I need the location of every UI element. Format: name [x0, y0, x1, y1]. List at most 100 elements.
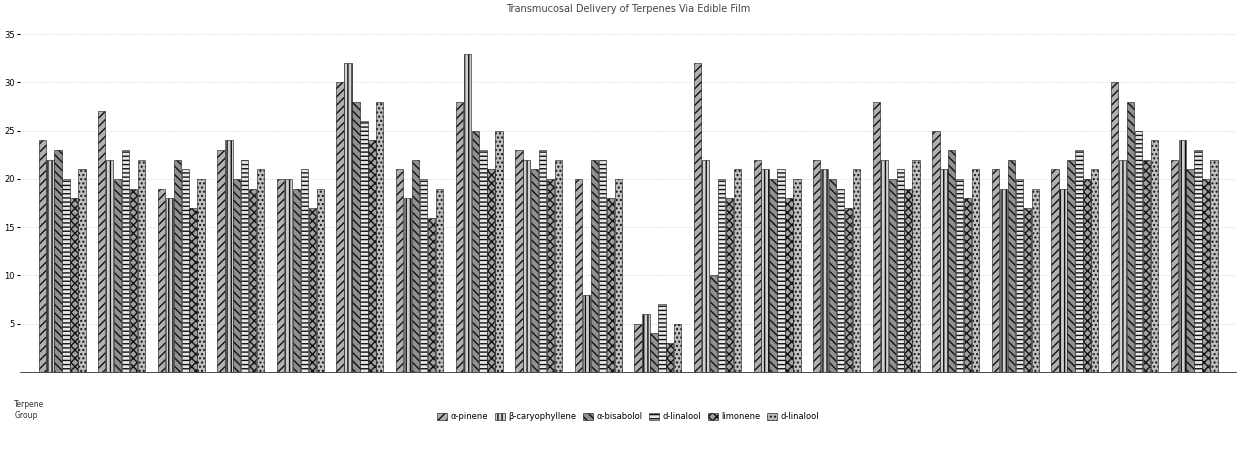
Bar — [658, 304, 666, 372]
Bar — [1194, 150, 1202, 372]
Bar — [531, 169, 538, 372]
Bar — [1068, 160, 1075, 372]
Bar — [913, 160, 920, 372]
Bar — [642, 314, 650, 372]
Bar — [725, 198, 733, 372]
Bar — [122, 150, 129, 372]
Bar — [1118, 160, 1126, 372]
Bar — [1127, 102, 1135, 372]
Bar — [761, 169, 769, 372]
Title: Transmucosal Delivery of Terpenes Via Edible Film: Transmucosal Delivery of Terpenes Via Ed… — [506, 4, 750, 14]
Bar — [166, 198, 172, 372]
Bar — [583, 295, 590, 372]
Bar — [1016, 179, 1023, 372]
Bar — [956, 179, 963, 372]
Bar — [650, 333, 657, 372]
Bar — [666, 343, 673, 372]
Bar — [539, 150, 547, 372]
Bar — [114, 179, 122, 372]
Bar — [316, 189, 324, 372]
Bar — [1178, 140, 1185, 372]
Bar — [487, 169, 495, 372]
Bar — [285, 179, 293, 372]
Bar — [556, 160, 562, 372]
Bar — [606, 198, 614, 372]
Bar — [821, 169, 828, 372]
Bar — [1187, 169, 1194, 372]
Bar — [1210, 160, 1218, 372]
Bar — [675, 324, 682, 372]
Bar — [257, 169, 264, 372]
Bar — [71, 198, 78, 372]
Bar — [197, 179, 205, 372]
Bar — [837, 189, 844, 372]
Bar — [309, 208, 316, 372]
Bar — [55, 150, 62, 372]
Text: Terpene
Group: Terpene Group — [15, 401, 45, 420]
Bar — [293, 189, 300, 372]
Bar — [702, 160, 709, 372]
Bar — [523, 160, 531, 372]
Bar — [515, 150, 522, 372]
Bar — [1111, 82, 1118, 372]
Bar — [734, 169, 742, 372]
Bar — [98, 111, 105, 372]
Bar — [471, 131, 479, 372]
Bar — [249, 189, 257, 372]
Bar — [46, 160, 53, 372]
Bar — [575, 179, 582, 372]
Bar — [547, 179, 554, 372]
Bar — [873, 102, 880, 372]
Bar — [420, 179, 427, 372]
Bar — [455, 102, 463, 372]
Bar — [480, 150, 487, 372]
Legend: α-pinene, β-caryophyllene, α-bisabolol, d-linalool, limonene, d-linalool: α-pinene, β-caryophyllene, α-bisabolol, … — [438, 412, 818, 421]
Bar — [190, 208, 197, 372]
Bar — [972, 169, 980, 372]
Bar — [718, 179, 725, 372]
Bar — [1052, 169, 1059, 372]
Bar — [181, 169, 188, 372]
Bar — [932, 131, 940, 372]
Bar — [1091, 169, 1099, 372]
Bar — [1024, 208, 1030, 372]
Bar — [880, 160, 888, 372]
Bar — [1084, 179, 1090, 372]
Bar — [1171, 160, 1178, 372]
Bar — [615, 179, 621, 372]
Bar — [130, 189, 138, 372]
Bar — [999, 189, 1007, 372]
Bar — [1151, 140, 1158, 372]
Bar — [1143, 160, 1151, 372]
Bar — [770, 179, 776, 372]
Bar — [78, 169, 86, 372]
Bar — [435, 189, 443, 372]
Bar — [709, 275, 717, 372]
Bar — [794, 179, 801, 372]
Bar — [277, 179, 284, 372]
Bar — [992, 169, 999, 372]
Bar — [1032, 189, 1039, 372]
Bar — [754, 160, 761, 372]
Bar — [495, 131, 502, 372]
Bar — [590, 160, 598, 372]
Bar — [599, 160, 606, 372]
Bar — [777, 169, 785, 372]
Bar — [396, 169, 403, 372]
Bar — [157, 189, 165, 372]
Bar — [889, 179, 895, 372]
Bar — [844, 208, 852, 372]
Bar — [428, 218, 435, 372]
Bar — [1075, 150, 1083, 372]
Bar — [107, 160, 113, 372]
Bar — [813, 160, 821, 372]
Bar — [368, 140, 376, 372]
Bar — [412, 160, 419, 372]
Bar — [241, 160, 248, 372]
Bar — [1135, 131, 1142, 372]
Bar — [963, 198, 971, 372]
Bar — [940, 169, 947, 372]
Bar — [785, 198, 792, 372]
Bar — [301, 169, 308, 372]
Bar — [62, 179, 69, 372]
